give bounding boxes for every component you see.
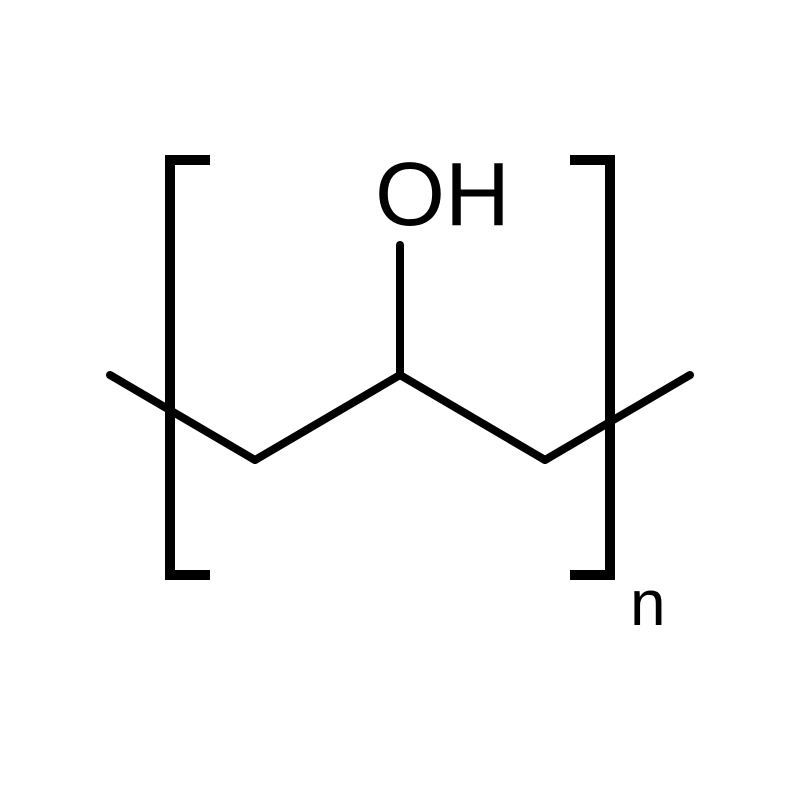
- chemical-structure-diagram: OH n: [0, 0, 800, 800]
- bonds: [110, 245, 690, 460]
- subscript-n: n: [630, 567, 666, 639]
- hydroxyl-label: OH: [375, 145, 510, 245]
